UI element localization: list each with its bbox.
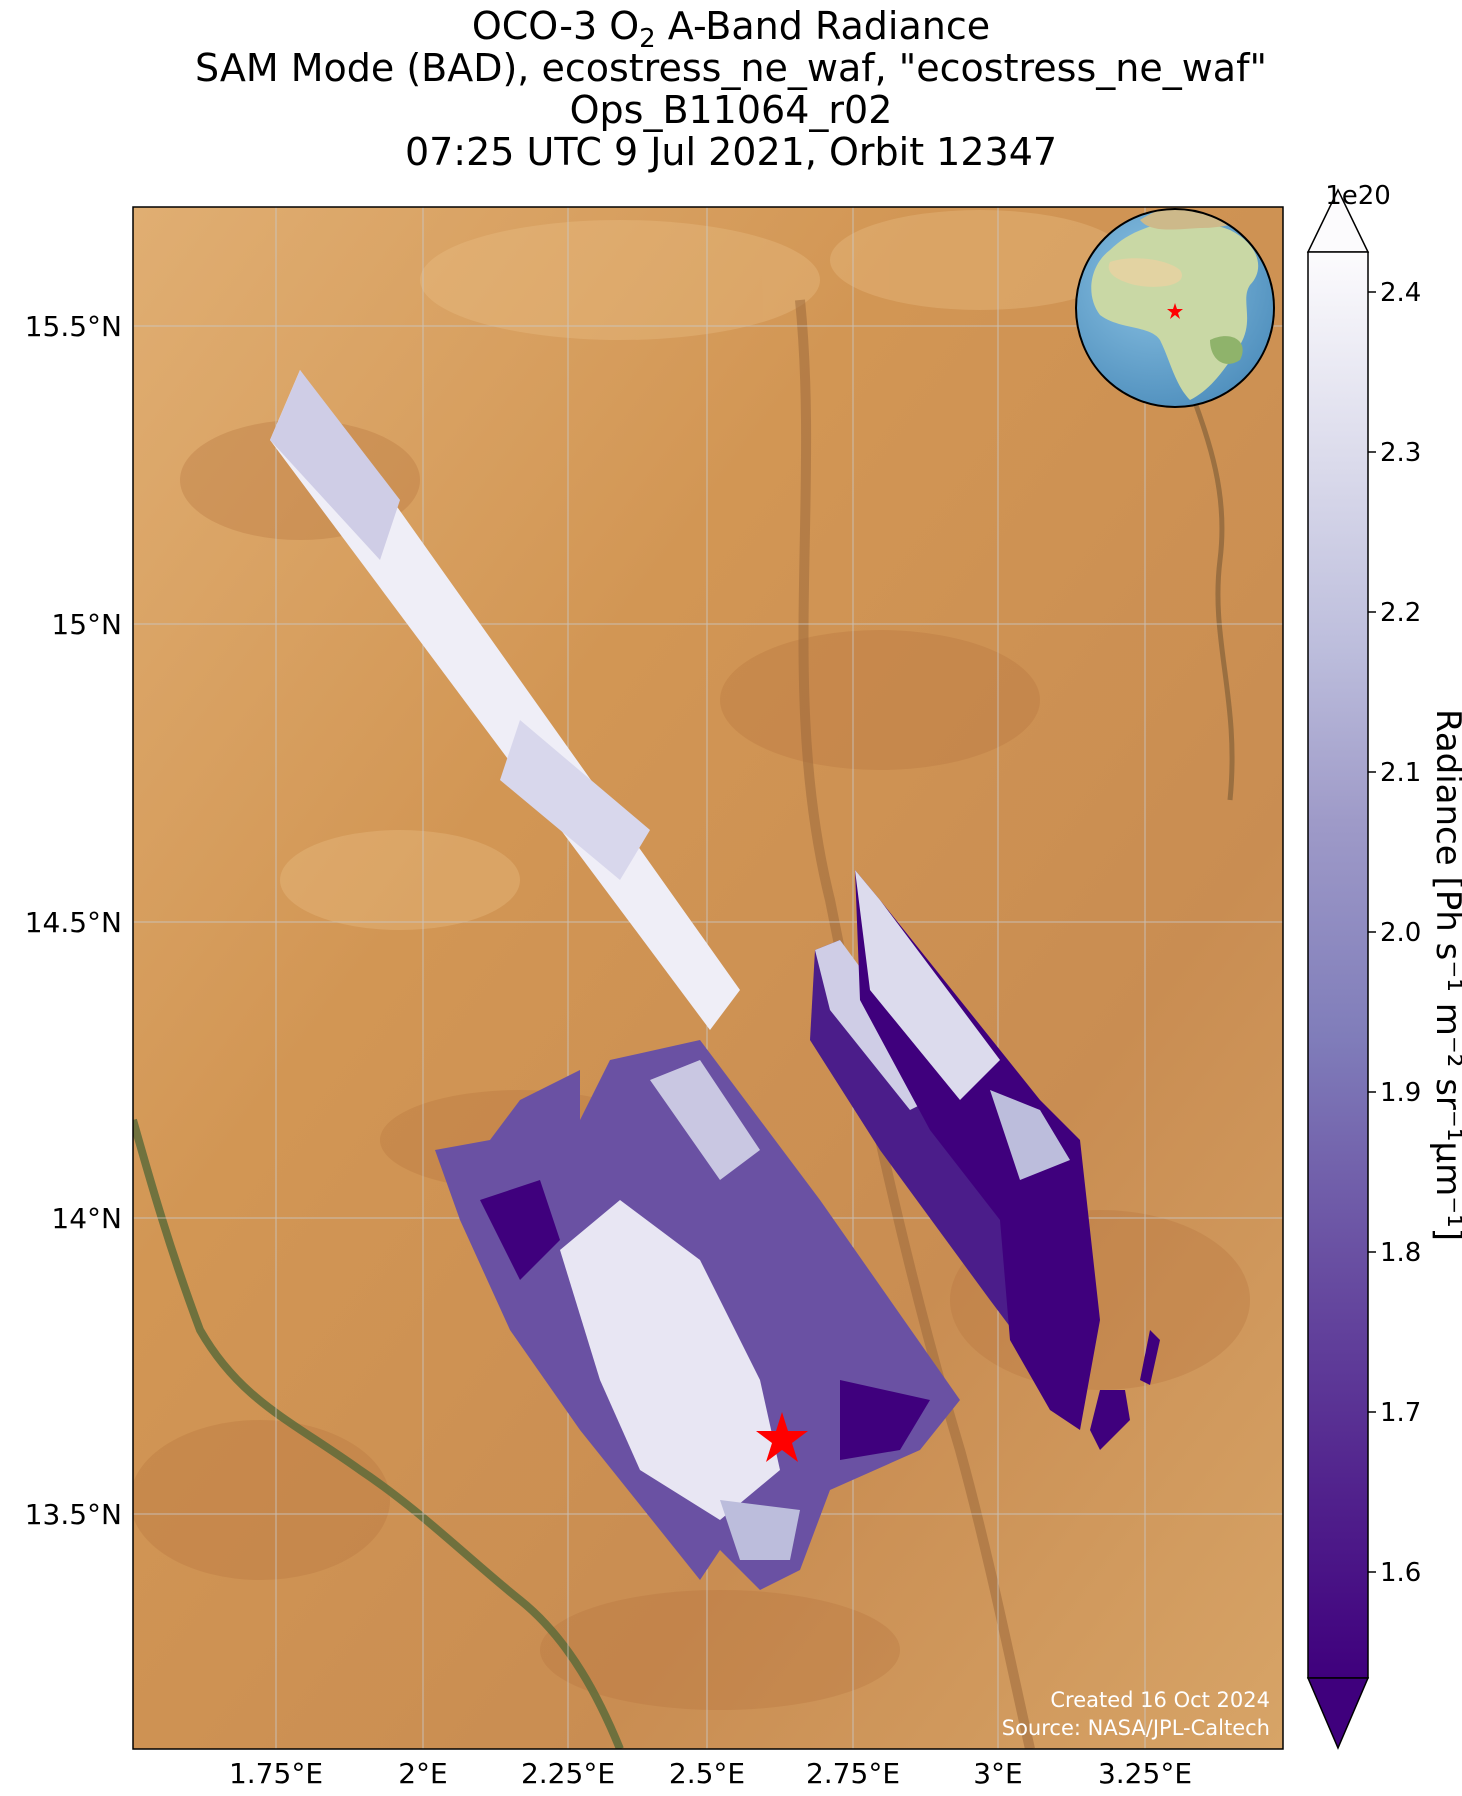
lon-tick-label: 2°E [398, 1757, 448, 1790]
colorbar-title: Radiance [Ph s⁻¹ m⁻² sr⁻¹μm⁻¹] [1428, 709, 1462, 1241]
title-line-4: 07:25 UTC 9 Jul 2021, Orbit 12347 [404, 130, 1058, 174]
lat-tick-label: 15.5°N [25, 310, 122, 343]
title-line-1: OCO-3 O2 A-Band Radiance [471, 4, 991, 55]
colorbar-tick-label: 1.7 [1380, 1398, 1421, 1428]
colorbar-tick-label: 2.1 [1380, 758, 1421, 788]
target-star-marker [756, 1412, 808, 1462]
figure-title: OCO-3 O2 A-Band Radiance SAM Mode (BAD),… [0, 6, 1462, 191]
lat-tick-label: 15°N [51, 608, 122, 641]
latitude-tick-labels: 15.5°N 15°N 14.5°N 14°N 13.5°N [25, 310, 122, 1531]
colorbar-tick-label: 2.4 [1380, 278, 1421, 308]
colorbar-exponent: 1e20 [1325, 181, 1391, 211]
credit-created: Created 16 Oct 2024 [1050, 1688, 1270, 1712]
lon-tick-label: 1.75°E [229, 1757, 323, 1790]
colorbar-tick-label: 2.2 [1380, 598, 1421, 628]
radiance-swaths [270, 370, 1160, 1590]
colorbar-ticks: 2.4 2.3 2.2 2.1 2.0 1.9 1.8 1.7 1.6 [1368, 278, 1421, 1588]
title-line-2: SAM Mode (BAD), ecostress_ne_waf, "ecost… [195, 46, 1267, 90]
inset-globe [1075, 208, 1275, 408]
lat-tick-label: 14°N [51, 1202, 122, 1235]
satellite-basemap [133, 207, 1283, 1749]
colorbar-tick-label: 1.8 [1380, 1238, 1421, 1268]
colorbar-gradient [1307, 251, 1369, 1679]
lat-tick-label: 13.5°N [25, 1498, 122, 1531]
swath-fragment [1090, 1390, 1130, 1450]
lon-tick-label: 2.5°E [669, 1757, 745, 1790]
credit-source: Source: NASA/JPL-Caltech [1002, 1716, 1270, 1740]
title-line-3: Ops_B11064_r02 [569, 88, 893, 132]
colorbar-tick-label: 2.3 [1380, 438, 1421, 468]
lon-tick-label: 2.25°E [521, 1757, 615, 1790]
river-niger [133, 1118, 624, 1749]
colorbar-tick-label: 1.9 [1380, 1078, 1421, 1108]
colorbar-extend-min [1306, 1677, 1370, 1750]
lon-tick-label: 3.25°E [1098, 1757, 1192, 1790]
colorbar-tick-label: 1.6 [1380, 1558, 1421, 1588]
map-frame [132, 206, 1284, 1750]
lat-tick-label: 14.5°N [25, 906, 122, 939]
lon-tick-label: 3°E [973, 1757, 1023, 1790]
inset-star-marker [1167, 303, 1183, 319]
longitude-tick-labels: 1.75°E 2°E 2.25°E 2.5°E 2.75°E 3°E 3.25°… [229, 1757, 1192, 1790]
colorbar-tick-label: 2.0 [1380, 918, 1421, 948]
colorbar: 1e20 2.4 2.3 2.2 2.1 2.0 1.9 1.8 1.7 1.6… [1306, 181, 1462, 1750]
lon-tick-label: 2.75°E [806, 1757, 900, 1790]
